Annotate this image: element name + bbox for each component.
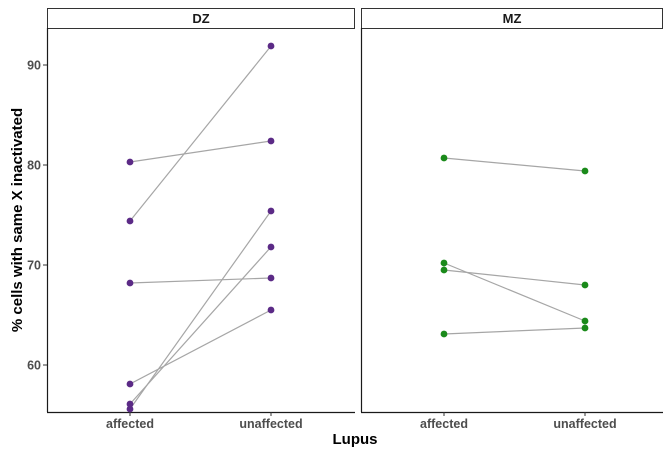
data-point-affected [440, 266, 448, 274]
data-point-affected [126, 405, 134, 413]
facet-strip-label: MZ [503, 11, 522, 26]
data-point-unaffected [581, 324, 589, 332]
x-axis-title: Lupus [333, 431, 378, 448]
x-tick-label: unaffected [553, 417, 616, 431]
data-point-affected [126, 217, 134, 225]
y-axis-title: % cells with same X inactivated [9, 108, 26, 332]
facet-dz: DZ affected unaffected [46, 8, 355, 431]
data-point-affected [440, 330, 448, 338]
data-point-unaffected [267, 207, 275, 215]
x-tick-label: affected [106, 417, 154, 431]
pair-line [443, 269, 586, 286]
data-point-unaffected [267, 306, 275, 314]
data-point-unaffected [581, 317, 589, 325]
data-point-affected [126, 400, 134, 408]
pair-line [443, 327, 586, 335]
pair-line [129, 277, 272, 284]
data-point-affected [440, 259, 448, 267]
data-point-unaffected [267, 137, 275, 145]
pair-line [129, 309, 272, 385]
y-axis: 60 70 80 90 [27, 59, 47, 373]
pair-line [129, 45, 272, 222]
facet-strip-label: DZ [192, 11, 209, 26]
y-tick-label: 70 [27, 259, 41, 273]
x-tick-label: affected [420, 417, 468, 431]
y-tick-label: 90 [27, 59, 41, 73]
pair-line [443, 157, 586, 172]
facet-mz: MZ affected unaffected [360, 8, 663, 431]
data-point-affected [126, 279, 134, 287]
data-point-affected [440, 154, 448, 162]
y-tick-label: 60 [27, 359, 41, 373]
data-point-unaffected [267, 42, 275, 50]
data-point-unaffected [267, 243, 275, 251]
facet-panels: DZ affected unaffected MZ affected unaffected [46, 8, 663, 431]
data-point-unaffected [581, 281, 589, 289]
y-tick-label: 80 [27, 159, 41, 173]
data-point-unaffected [267, 274, 275, 282]
pair-line [129, 140, 272, 163]
data-point-unaffected [581, 167, 589, 175]
x-tick-label: unaffected [239, 417, 302, 431]
data-point-affected [126, 380, 134, 388]
facet-strip [47, 8, 355, 29]
data-point-affected [126, 158, 134, 166]
pair-line [129, 210, 272, 410]
pair-line [129, 246, 272, 405]
